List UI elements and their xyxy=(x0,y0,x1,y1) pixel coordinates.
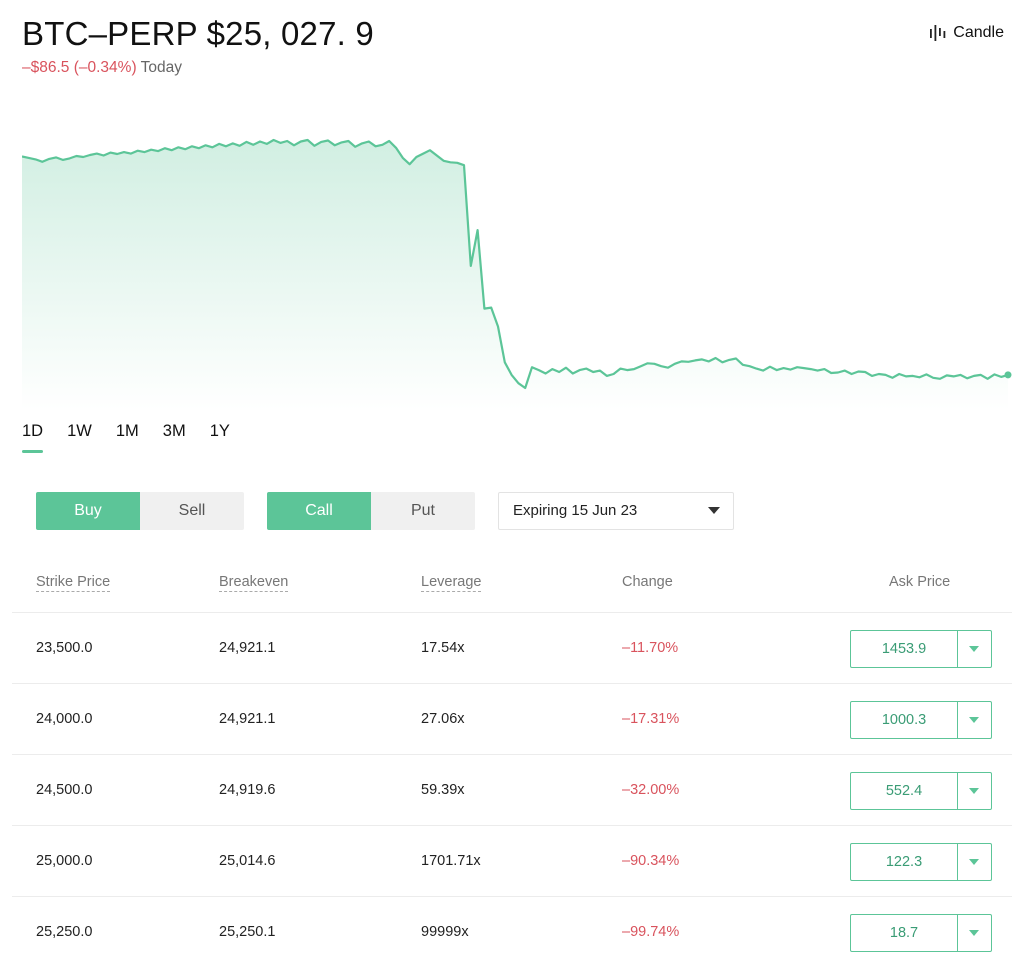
options-table: 23,500.0 24,921.1 17.54x –11.70% 1453.9 … xyxy=(12,612,1012,965)
col-breakeven: Breakeven xyxy=(219,574,289,592)
price-chart xyxy=(22,110,1014,410)
col-strike-price: Strike Price xyxy=(36,574,111,592)
change: –17.31% xyxy=(622,711,680,727)
price-change: –$86.5 (–0.34%) Today xyxy=(22,59,1004,77)
price-delta: –$86.5 (–0.34%) xyxy=(22,59,137,76)
candle-label: Candle xyxy=(953,24,1004,41)
table-row: 23,500.0 24,921.1 17.54x –11.70% 1453.9 xyxy=(12,612,1012,683)
chevron-down-icon[interactable] xyxy=(957,844,991,880)
breakeven: 24,921.1 xyxy=(219,640,276,656)
ask-price-button[interactable]: 552.4 xyxy=(885,783,923,799)
strike-price: 25,000.0 xyxy=(36,853,93,869)
table-row: 25,000.0 25,014.6 1701.71x –90.34% 122.3 xyxy=(12,825,1012,896)
breakeven: 25,250.1 xyxy=(219,924,276,940)
call-put-toggle: Call Put xyxy=(267,492,475,530)
price-area xyxy=(22,140,1008,410)
buy-button[interactable]: Buy xyxy=(36,492,140,530)
table-header: Strike Price Breakeven Leverage Change A… xyxy=(12,574,1012,610)
ask-price-button[interactable]: 1000.3 xyxy=(881,712,927,728)
period-label: Today xyxy=(140,59,182,76)
ask-price-control: 1453.9 xyxy=(850,630,992,668)
table-row: 24,000.0 24,921.1 27.06x –17.31% 1000.3 xyxy=(12,683,1012,754)
time-range-tabs: 1D 1W 1M 3M 1Y xyxy=(22,422,254,453)
price-line xyxy=(22,138,1009,390)
tab-1y[interactable]: 1Y xyxy=(209,422,230,440)
ask-price-button[interactable]: 122.3 xyxy=(885,854,923,870)
strike-price: 25,250.0 xyxy=(36,924,93,940)
table-row: 24,500.0 24,919.6 59.39x –32.00% 552.4 xyxy=(12,754,1012,825)
strike-price: 24,000.0 xyxy=(36,711,93,727)
strike-price: 24,500.0 xyxy=(36,782,93,798)
leverage: 17.54x xyxy=(421,640,465,656)
change: –90.34% xyxy=(622,853,680,869)
col-leverage: Leverage xyxy=(421,574,482,592)
candle-toggle-button[interactable]: Candle xyxy=(929,24,1004,42)
col-ask-price: Ask Price xyxy=(889,574,951,590)
chevron-down-icon[interactable] xyxy=(957,773,991,809)
leverage: 99999x xyxy=(421,924,469,940)
chevron-down-icon[interactable] xyxy=(957,702,991,738)
breakeven: 25,014.6 xyxy=(219,853,276,869)
leverage: 27.06x xyxy=(421,711,465,727)
expiry-label: Expiring 15 Jun 23 xyxy=(513,502,638,519)
page-title: BTC–PERP $25, 027. 9 xyxy=(22,15,374,52)
ask-price-button[interactable]: 18.7 xyxy=(889,925,919,941)
tab-1m[interactable]: 1M xyxy=(115,422,139,440)
table-row: 25,250.0 25,250.1 99999x –99.74% 18.7 xyxy=(12,896,1012,965)
ask-price-control: 122.3 xyxy=(850,843,992,881)
col-change: Change xyxy=(622,574,673,590)
tab-1w[interactable]: 1W xyxy=(67,422,92,440)
ask-price-control: 1000.3 xyxy=(850,701,992,739)
chevron-down-icon[interactable] xyxy=(957,631,991,667)
chevron-down-icon xyxy=(708,507,720,514)
change: –99.74% xyxy=(622,924,680,940)
ask-price-control: 552.4 xyxy=(850,772,992,810)
ask-price-control: 18.7 xyxy=(850,914,992,952)
price-chart-svg xyxy=(22,138,1012,410)
leverage: 1701.71x xyxy=(421,853,481,869)
tab-3m[interactable]: 3M xyxy=(162,422,186,440)
breakeven: 24,919.6 xyxy=(219,782,276,798)
tab-1d[interactable]: 1D xyxy=(22,422,44,453)
put-button[interactable]: Put xyxy=(371,492,475,530)
sell-button[interactable]: Sell xyxy=(140,492,244,530)
breakeven: 24,921.1 xyxy=(219,711,276,727)
ask-price-button[interactable]: 1453.9 xyxy=(881,641,927,657)
strike-price: 23,500.0 xyxy=(36,640,93,656)
change: –32.00% xyxy=(622,782,680,798)
chevron-down-icon[interactable] xyxy=(957,915,991,951)
call-button[interactable]: Call xyxy=(267,492,371,530)
expiry-select[interactable]: Expiring 15 Jun 23 xyxy=(498,492,734,530)
candlestick-icon xyxy=(930,25,946,41)
change: –11.70% xyxy=(622,640,679,656)
price-header: BTC–PERP $25, 027. 9 –$86.5 (–0.34%) Toda… xyxy=(22,14,1004,84)
buy-sell-toggle: Buy Sell xyxy=(36,492,244,530)
leverage: 59.39x xyxy=(421,782,465,798)
last-price-marker xyxy=(1004,371,1012,379)
